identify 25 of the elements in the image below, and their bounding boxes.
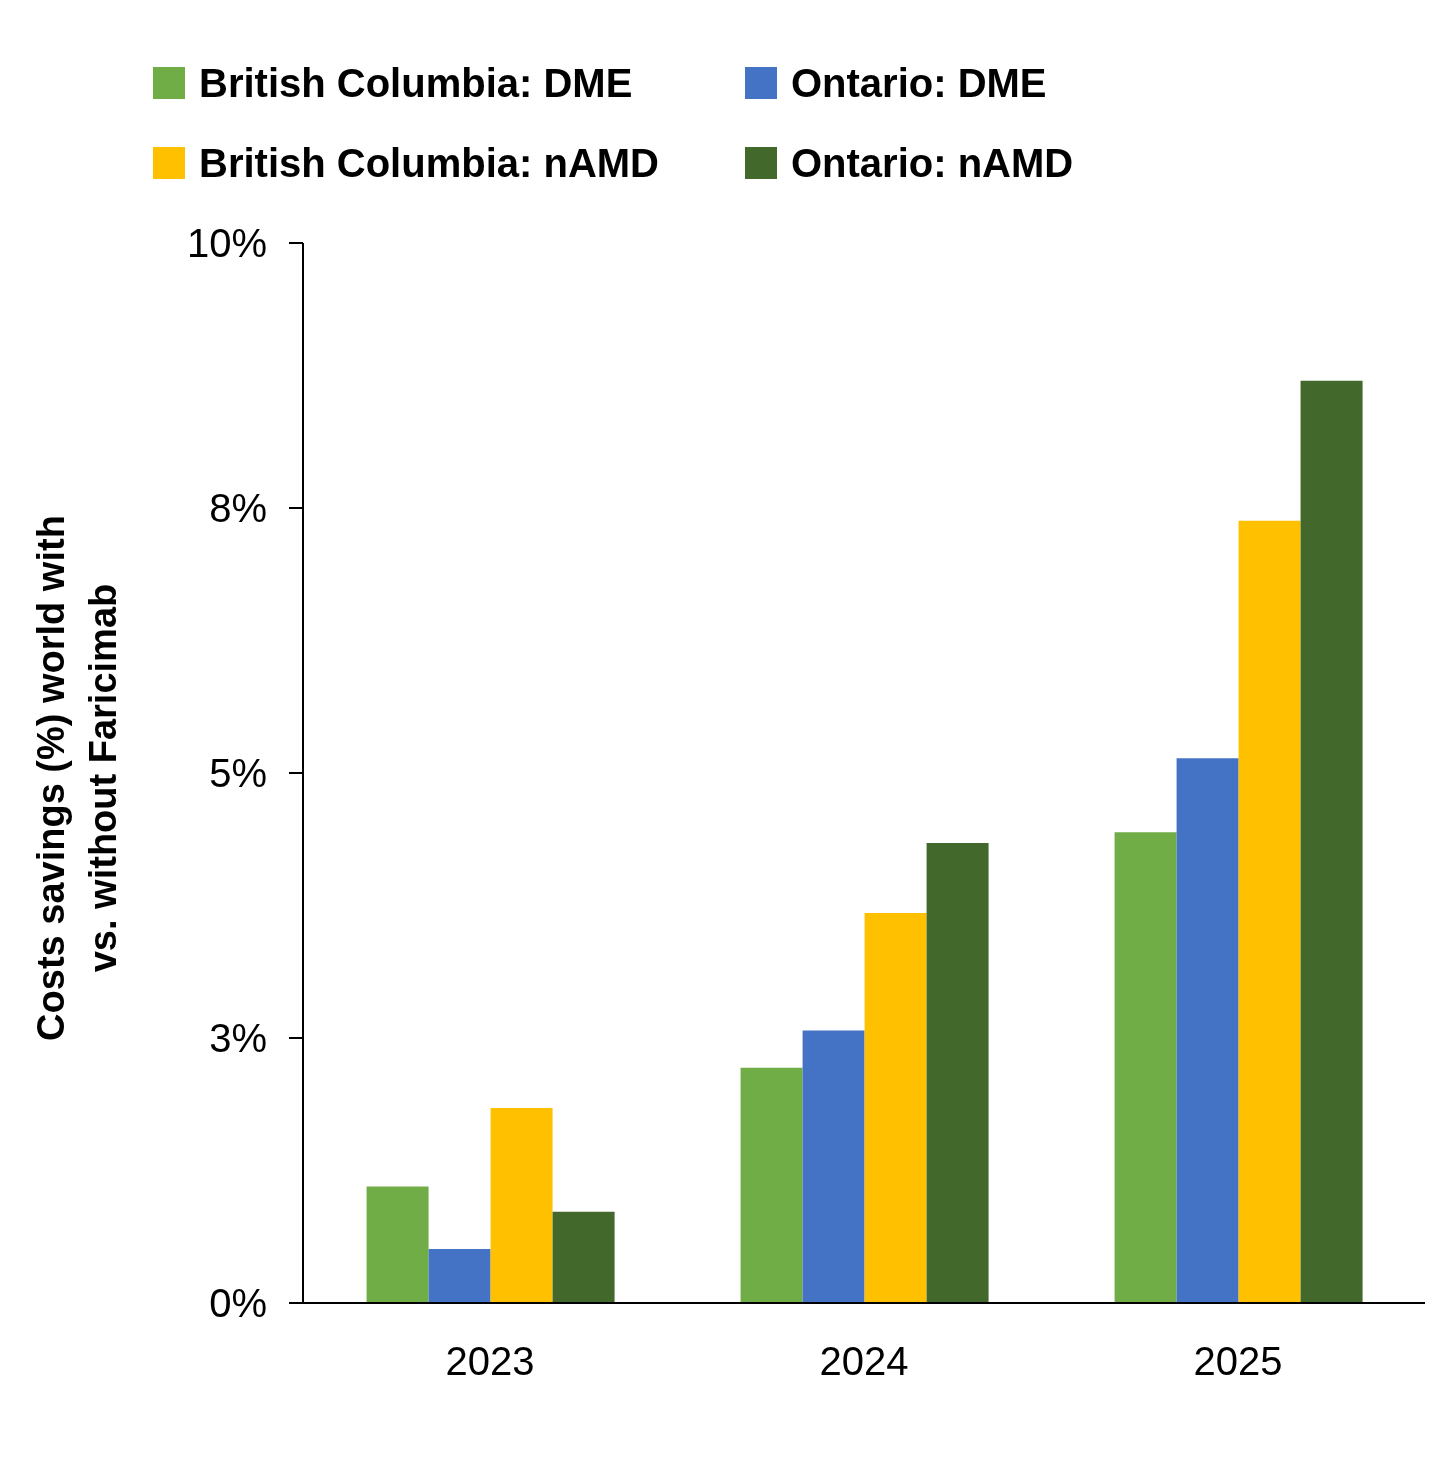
legend-label: Ontario: nAMD	[791, 140, 1074, 186]
y-tick-label: 10%	[186, 221, 267, 266]
y-tick-label: 0%	[209, 1281, 267, 1326]
bar	[1176, 758, 1239, 1303]
bar	[926, 842, 989, 1303]
y-tick-label: 5%	[209, 751, 267, 796]
bar	[490, 1107, 553, 1303]
y-tick-label: 3%	[209, 1016, 267, 1061]
y-tick-label: 8%	[209, 486, 267, 531]
legend-label: Ontario: DME	[791, 60, 1047, 106]
bar	[740, 1067, 803, 1303]
bar	[1300, 380, 1363, 1303]
x-tick-label: 2025	[1193, 1339, 1283, 1384]
bar	[1238, 520, 1301, 1303]
x-tick-label: 2023	[445, 1339, 535, 1384]
bar	[366, 1186, 429, 1303]
bar	[1114, 832, 1177, 1303]
bar	[864, 912, 927, 1303]
x-tick-label: 2024	[819, 1339, 909, 1384]
legend-label: British Columbia: DME	[199, 60, 633, 106]
bar	[802, 1030, 865, 1303]
legend-label: British Columbia: nAMD	[199, 140, 659, 186]
bar	[552, 1211, 615, 1303]
bar	[428, 1248, 491, 1303]
y-axis-title: Costs savings (%) world with vs. without Faricimab	[29, 514, 125, 1043]
